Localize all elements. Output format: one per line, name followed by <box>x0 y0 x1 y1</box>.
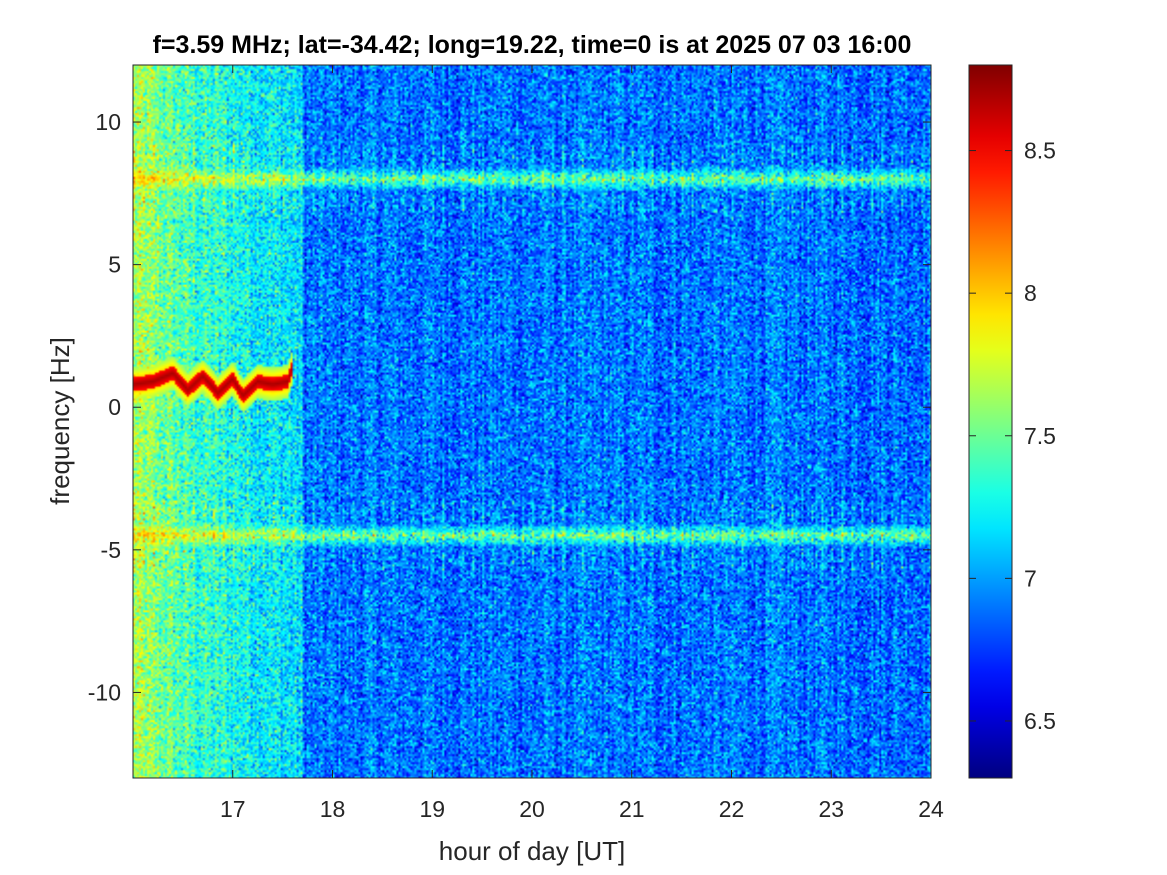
y-tick-label: 0 <box>108 394 121 420</box>
y-tick-label: 10 <box>95 109 121 135</box>
heatmap-plot-area <box>132 64 932 779</box>
y-tick-label: -10 <box>88 679 121 705</box>
colorbar-tick-label: 7.5 <box>1024 423 1056 449</box>
x-tick-label: 23 <box>818 796 844 822</box>
y-axis-label: frequency [Hz] <box>45 337 75 505</box>
x-tick-label: 19 <box>419 796 445 822</box>
heatmap-image <box>133 65 931 778</box>
colorbar-ticks: 6.5 7 7.5 8 8.5 <box>969 138 1056 734</box>
colorbar-tick-label: 7 <box>1024 565 1037 591</box>
x-tick-label: 17 <box>220 796 246 822</box>
colorbar-frame <box>968 64 1013 779</box>
colorbar-tick-label: 8.5 <box>1024 138 1056 164</box>
y-axis: -10 -5 0 5 10 <box>88 109 931 705</box>
colorbar-tick-label: 6.5 <box>1024 708 1056 734</box>
x-tick-label: 22 <box>719 796 745 822</box>
y-tick-label: -5 <box>101 537 121 563</box>
colorbar: 6.5 7 7.5 8 8.5 <box>968 64 1056 779</box>
x-tick-label: 24 <box>918 796 944 822</box>
x-tick-label: 21 <box>619 796 645 822</box>
chart-title: f=3.59 MHz; lat=-34.42; long=19.22, time… <box>153 31 912 59</box>
x-tick-label: 18 <box>320 796 346 822</box>
x-axis-label: hour of day [UT] <box>439 836 625 866</box>
x-tick-label: 20 <box>519 796 545 822</box>
colorbar-tick-label: 8 <box>1024 280 1037 306</box>
y-tick-label: 5 <box>108 252 121 278</box>
colorbar-gradient <box>969 65 1012 778</box>
x-axis: 17 18 19 20 21 22 23 24 <box>220 65 944 822</box>
